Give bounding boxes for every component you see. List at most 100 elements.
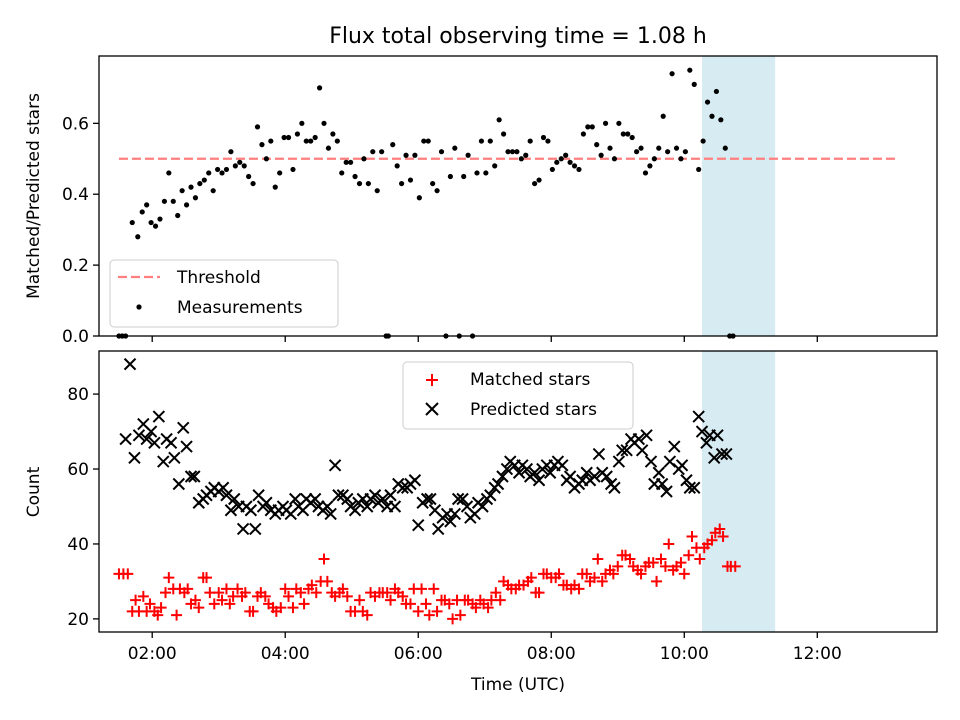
measurement-point xyxy=(629,134,635,141)
x-tick-label: 02:00 xyxy=(128,644,177,664)
x-axis-label: Time (UTC) xyxy=(470,675,565,695)
measurement-point xyxy=(669,71,675,77)
matched-star-point xyxy=(247,605,259,617)
matched-star-point xyxy=(137,590,149,602)
matched-star-point xyxy=(144,598,156,610)
matched-star-point xyxy=(160,587,172,599)
measurement-point xyxy=(321,120,327,126)
predicted-star-point xyxy=(635,444,649,457)
matched-star-point xyxy=(318,553,330,565)
measurement-point xyxy=(157,216,163,222)
predicted-star-point xyxy=(652,466,665,479)
matched-star-point xyxy=(553,568,565,580)
predicted-star-point xyxy=(543,466,557,479)
matched-star-point xyxy=(663,538,675,550)
predicted-star-point xyxy=(177,421,190,435)
matched-star-point xyxy=(404,598,416,610)
measurement-point xyxy=(571,163,578,169)
measurement-point xyxy=(505,149,511,155)
predicted-star-point xyxy=(520,462,534,476)
measurement-point xyxy=(478,138,485,144)
predicted-star-point xyxy=(424,492,437,506)
predicted-star-point xyxy=(324,507,337,521)
predicted-star-point xyxy=(144,425,158,438)
measurement-point xyxy=(527,138,533,144)
matched-star-point xyxy=(431,605,443,617)
top-axes-frame xyxy=(98,55,938,337)
matched-star-point xyxy=(220,583,232,595)
matched-star-point xyxy=(287,602,299,614)
measurement-point xyxy=(277,170,283,176)
measurement-point xyxy=(374,188,380,194)
measurement-point xyxy=(352,173,358,180)
measurement-point xyxy=(403,152,409,158)
matched-star-point xyxy=(295,587,307,599)
predicted-star-point xyxy=(484,489,497,502)
predicted-star-point xyxy=(700,436,713,450)
measurement-point xyxy=(474,170,480,176)
measurement-point xyxy=(696,166,702,173)
measurement-point xyxy=(545,138,551,144)
predicted-star-point xyxy=(615,444,629,457)
predicted-star-point xyxy=(361,500,374,513)
predicted-star-point xyxy=(711,429,724,442)
predicted-star-point xyxy=(224,504,238,517)
bottom-y-tick-label: 80 xyxy=(67,385,89,405)
predicted-star-point xyxy=(228,492,241,506)
measurement-point xyxy=(281,134,287,141)
matched-star-point xyxy=(337,583,349,595)
measurement-point xyxy=(576,166,582,173)
measurement-point xyxy=(430,180,436,187)
legend-threshold-label: Threshold xyxy=(176,268,261,288)
matched-star-point xyxy=(423,609,435,621)
measurement-point xyxy=(316,85,323,91)
measurement-point xyxy=(135,234,141,240)
measurement-point xyxy=(540,134,547,141)
measurement-point xyxy=(718,117,724,123)
bottom-legend-box xyxy=(402,361,634,430)
highlight-span-top xyxy=(702,56,776,336)
measurement-point xyxy=(421,138,427,144)
matched-star-point xyxy=(155,602,167,614)
matched-star-point xyxy=(533,587,545,599)
measurement-point xyxy=(343,159,349,165)
matched-star-point xyxy=(675,557,687,569)
matched-star-point xyxy=(232,583,244,595)
predicted-star-point xyxy=(420,492,434,506)
predicted-star-point xyxy=(236,522,250,536)
measurement-point xyxy=(687,67,693,73)
measurement-point xyxy=(129,219,135,226)
predicted-star-point xyxy=(695,425,709,438)
top-legend: Threshold Measurements xyxy=(109,259,339,328)
x-tick-label: 06:00 xyxy=(394,644,443,664)
matched-star-point xyxy=(298,598,310,610)
measurement-point xyxy=(602,120,609,126)
legend-measurements-swatch xyxy=(136,304,142,310)
top-y-tick-label: 0.2 xyxy=(62,256,89,276)
x-tick-label: 12:00 xyxy=(793,644,842,664)
matched-star-point xyxy=(416,583,428,595)
predicted-star-point xyxy=(148,436,161,450)
measurement-point xyxy=(704,99,711,105)
measurement-point xyxy=(567,159,573,165)
measurement-point xyxy=(536,177,542,183)
predicted-star-point xyxy=(655,477,669,491)
measurement-point xyxy=(496,117,502,123)
measurement-point xyxy=(563,152,569,158)
predicted-star-point xyxy=(496,470,509,483)
matched-star-point xyxy=(581,568,593,580)
measurement-point xyxy=(285,134,292,141)
measurement-point xyxy=(589,124,595,130)
predicted-star-point xyxy=(140,432,153,446)
measurement-point xyxy=(325,145,332,151)
measurement-point xyxy=(250,180,256,187)
predicted-star-point xyxy=(168,451,181,464)
measurement-point xyxy=(348,159,354,165)
predicted-star-point xyxy=(683,481,697,494)
measurement-point xyxy=(492,163,498,169)
matched-star-point xyxy=(310,587,322,599)
matched-stars-points xyxy=(113,523,741,625)
measurement-point xyxy=(370,149,376,155)
matched-star-point xyxy=(647,557,659,569)
